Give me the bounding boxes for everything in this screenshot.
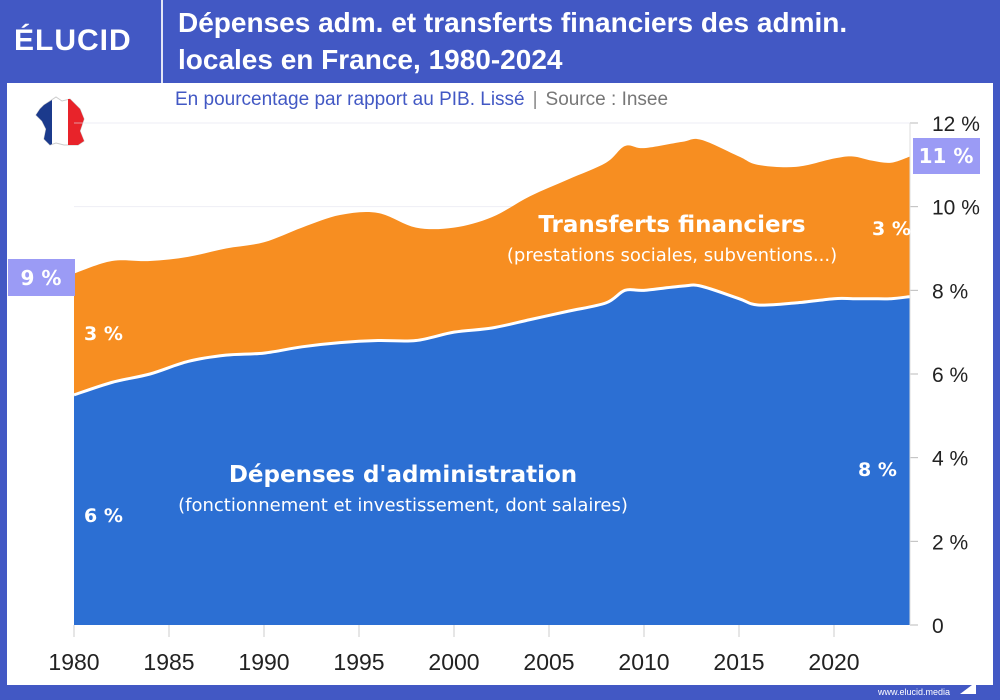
x-tick-label: 2010 <box>618 649 669 675</box>
x-tick-label: 2005 <box>523 649 574 675</box>
y-tick-label: 0 <box>932 615 944 638</box>
transfers-start-label: 3 % <box>84 323 123 345</box>
x-tick-label: 2015 <box>713 649 764 675</box>
france-map-icon <box>35 96 85 146</box>
y-tick-label: 2 % <box>932 531 968 554</box>
x-tick-label: 1990 <box>238 649 289 675</box>
transfers-sublabel: (prestations sociales, subventions...) <box>507 245 837 266</box>
admin-label: Dépenses d'administration <box>229 462 577 488</box>
header: ÉLUCID Dépenses adm. et transferts finan… <box>0 0 1000 83</box>
y-tick-label: 12 % <box>932 113 980 136</box>
y-tick-label: 8 % <box>932 280 968 303</box>
title-line-1: Dépenses adm. et transferts financiers d… <box>178 7 848 38</box>
transfers-area <box>74 138 910 395</box>
admin-start-label: 6 % <box>84 505 123 527</box>
footer-logo-icon <box>960 682 976 694</box>
x-tick-label: 2020 <box>808 649 859 675</box>
x-tick-label: 2000 <box>428 649 479 675</box>
y-tick-label: 4 % <box>932 448 968 471</box>
y-tick-label: 6 % <box>932 364 968 387</box>
y-tick-label: 10 % <box>932 197 980 220</box>
end-total-label: 11 % <box>919 144 974 168</box>
admin-area <box>74 285 910 625</box>
transfers-label: Transferts financiers <box>538 212 805 238</box>
start-total-label: 9 % <box>21 266 62 290</box>
start-total-badge <box>8 259 75 296</box>
admin-end-label: 8 % <box>858 459 897 481</box>
source-text: Source : Insee <box>545 89 669 110</box>
subtitle-separator: | <box>532 89 538 110</box>
x-tick-label: 1980 <box>48 649 99 675</box>
header-divider <box>161 0 163 83</box>
title-line-2: locales en France, 1980-2024 <box>178 44 563 75</box>
chart-title: Dépenses adm. et transferts financiers d… <box>178 4 978 78</box>
footer-url: www.elucid.media <box>877 687 950 697</box>
admin-sublabel: (fonctionnement et investissement, dont … <box>178 495 628 516</box>
subtitle: En pourcentage par rapport au PIB. Lissé… <box>175 89 668 111</box>
transfers-end-label: 3 % <box>872 218 911 240</box>
subtitle-text: En pourcentage par rapport au PIB. Lissé <box>175 89 525 110</box>
x-tick-label: 1995 <box>333 649 384 675</box>
admin-boundary-line <box>73 283 911 397</box>
elucid-logo: ÉLUCID <box>14 24 132 57</box>
end-total-badge <box>913 138 980 174</box>
x-tick-label: 1985 <box>143 649 194 675</box>
